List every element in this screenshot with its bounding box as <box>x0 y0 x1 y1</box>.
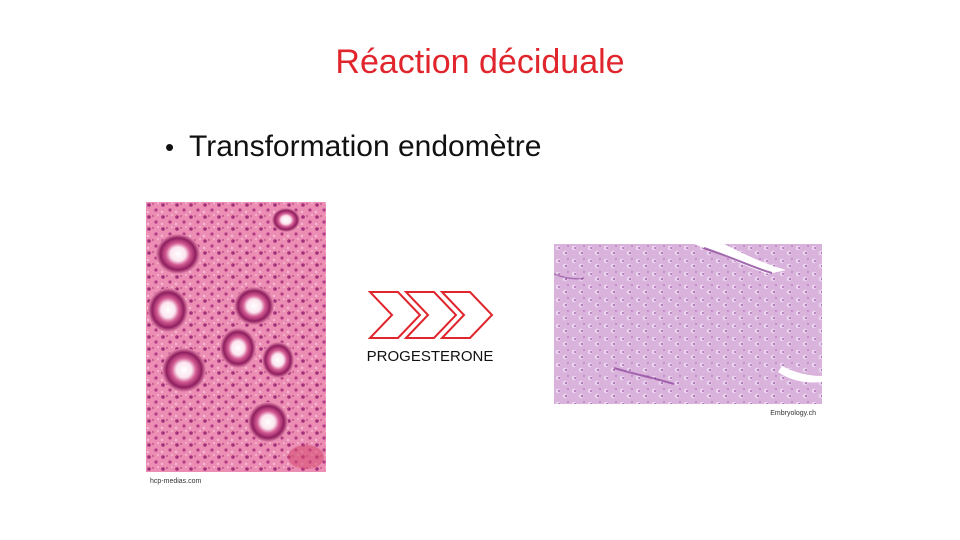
bullet-text: Transformation endomètre <box>189 130 542 163</box>
slide-title: Réaction déciduale <box>335 43 625 81</box>
decidua-histology-image <box>554 244 822 404</box>
endometrium-histology-illustration <box>146 202 326 472</box>
arrow-label: PROGESTERONE <box>366 348 494 365</box>
bullet-dot: • <box>165 132 175 162</box>
right-image-credit: Embryology.ch <box>770 410 816 417</box>
decidua-histology-illustration <box>554 244 822 404</box>
bullet-list: • Transformation endomètre <box>165 128 541 166</box>
endometrium-histology-image <box>146 202 326 472</box>
left-image-credit: hcp-medias.com <box>150 478 202 485</box>
triple-chevron-right-icon <box>367 290 500 340</box>
bullet-item: • Transformation endomètre <box>165 128 541 166</box>
